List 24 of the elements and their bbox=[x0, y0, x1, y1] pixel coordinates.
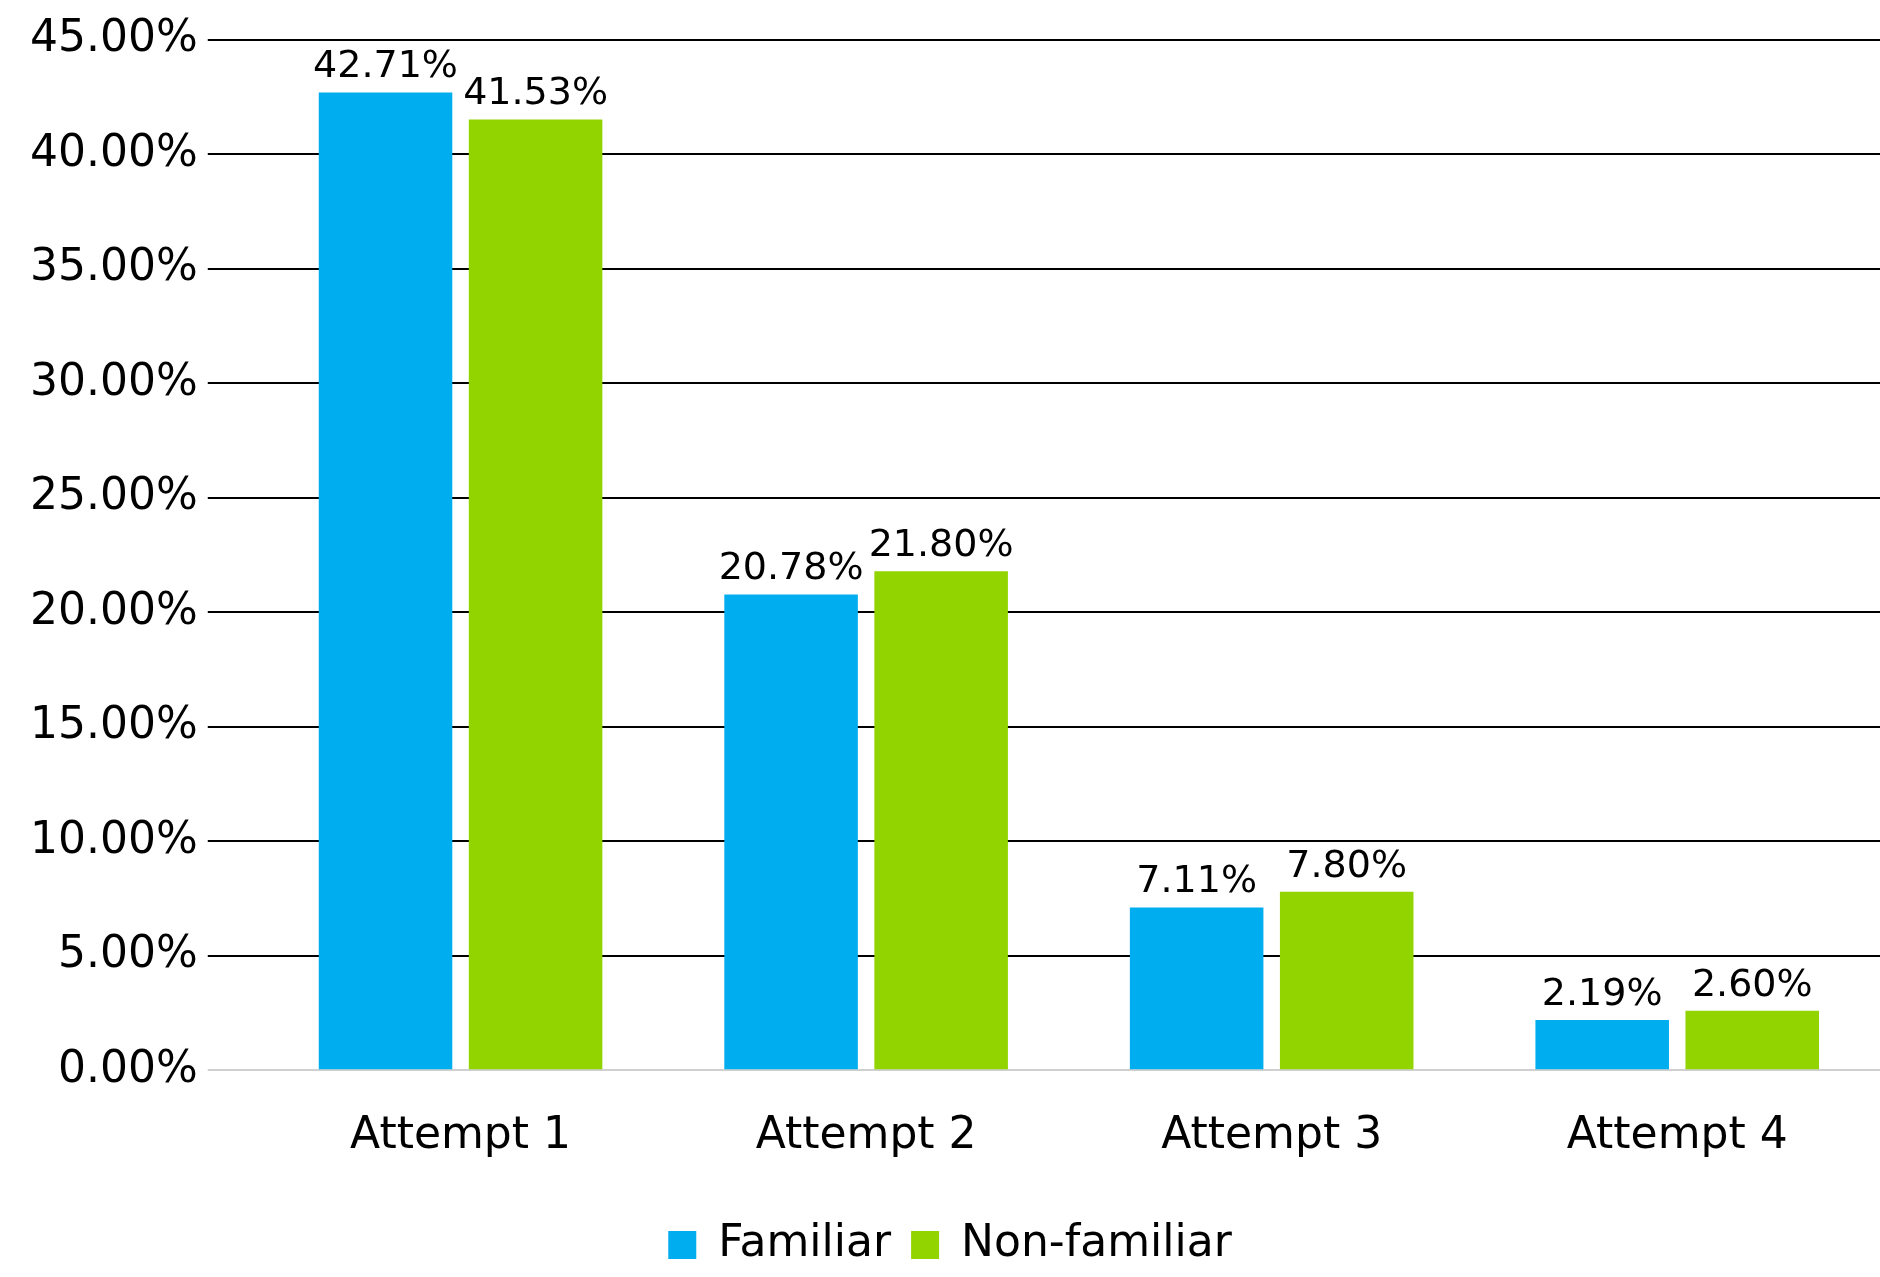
data-label: 41.53% bbox=[463, 69, 609, 114]
y-tick-label: 25.00% bbox=[29, 468, 198, 520]
y-tick-label: 20.00% bbox=[29, 582, 198, 634]
y-tick-label: 45.00% bbox=[29, 10, 198, 62]
y-tick-label: 15.00% bbox=[29, 697, 198, 749]
data-label: 2.19% bbox=[1541, 969, 1663, 1014]
data-label: 21.80% bbox=[868, 521, 1014, 565]
legend-label: Familiar bbox=[718, 1215, 892, 1267]
legend-label: Non-familiar bbox=[961, 1215, 1233, 1267]
y-tick-label: 30.00% bbox=[29, 353, 198, 405]
data-label: 42.71% bbox=[313, 42, 458, 87]
y-tick-label: 0.00% bbox=[57, 1040, 198, 1092]
data-label: 7.11% bbox=[1136, 857, 1257, 902]
data-label: 20.78% bbox=[718, 544, 864, 589]
data-label: 2.60% bbox=[1691, 960, 1813, 1005]
x-tick-label: Attempt 1 bbox=[350, 1107, 572, 1159]
y-tick-label: 35.00% bbox=[29, 239, 198, 291]
y-tick-label: 40.00% bbox=[29, 124, 198, 176]
x-tick-label: Attempt 4 bbox=[1566, 1107, 1788, 1159]
data-label: 7.80% bbox=[1286, 841, 1408, 886]
y-tick-label: 10.00% bbox=[29, 811, 198, 863]
x-tick-label: Attempt 2 bbox=[755, 1107, 977, 1159]
y-tick-label: 5.00% bbox=[57, 926, 198, 978]
x-tick-label: Attempt 3 bbox=[1161, 1107, 1383, 1159]
